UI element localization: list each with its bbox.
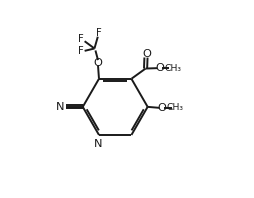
Text: N: N: [56, 102, 65, 112]
Text: F: F: [96, 28, 101, 38]
Text: F: F: [78, 47, 84, 56]
Text: CH₃: CH₃: [167, 103, 184, 112]
Text: CH₃: CH₃: [164, 64, 181, 73]
Text: O: O: [93, 58, 102, 68]
Text: F: F: [78, 34, 84, 44]
Text: O: O: [142, 49, 151, 59]
Text: O: O: [158, 103, 167, 113]
Text: N: N: [94, 139, 102, 149]
Text: O: O: [155, 63, 164, 73]
